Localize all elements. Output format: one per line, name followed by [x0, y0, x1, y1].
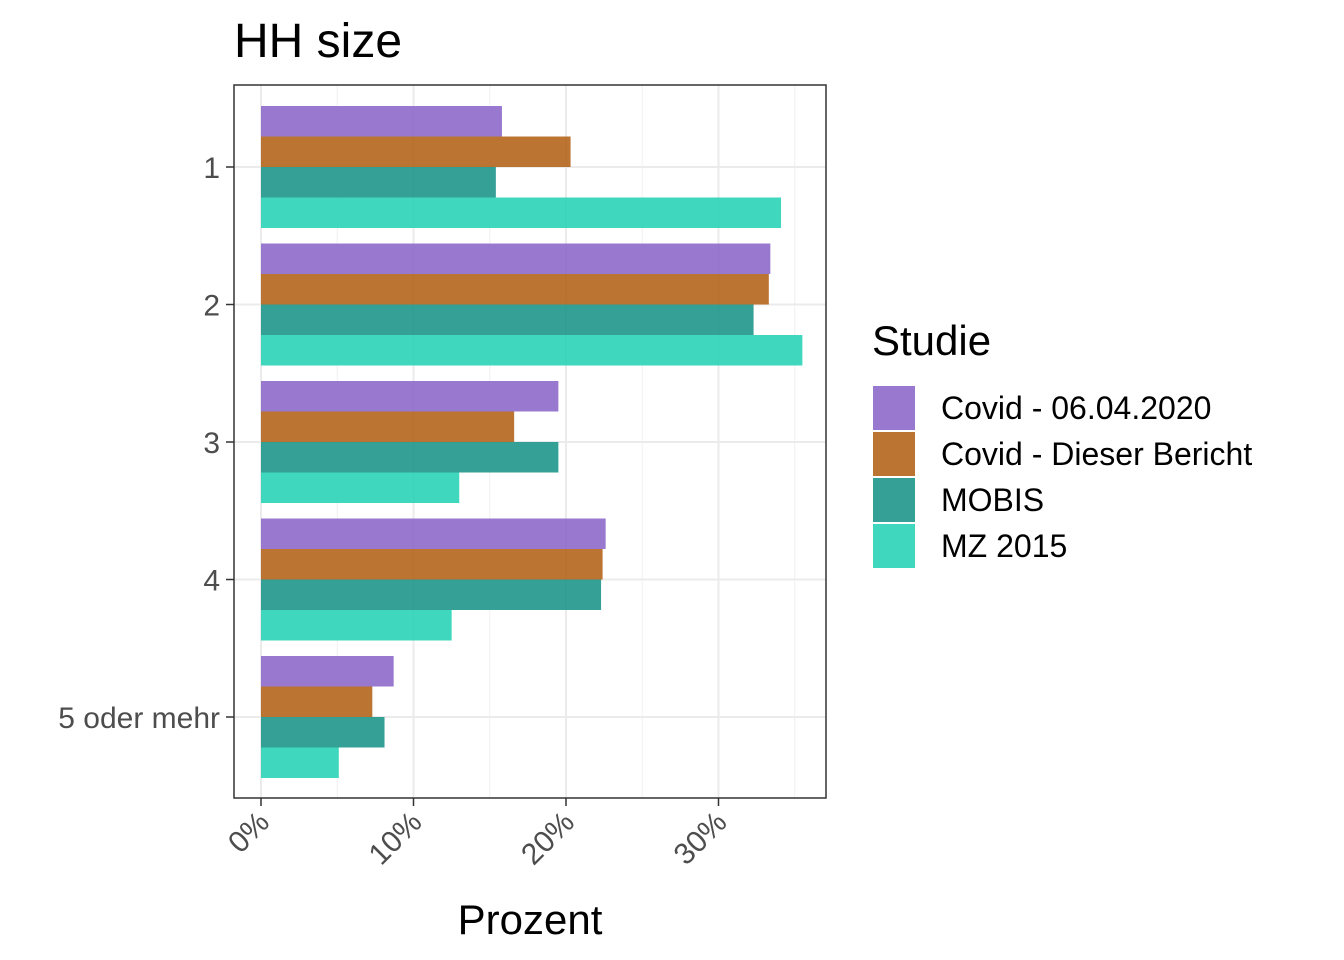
bar — [261, 274, 769, 305]
legend: Studie Covid - 06.04.2020 Covid - Dieser … — [872, 317, 1252, 568]
x-tick-label: 30% — [668, 806, 734, 872]
y-tick-label: 3 — [203, 427, 220, 460]
legend-key — [873, 386, 915, 430]
bar — [261, 747, 339, 778]
bar — [261, 442, 559, 473]
legend-label: MOBIS — [941, 482, 1044, 518]
x-tick-label: 0% — [222, 806, 276, 860]
y-tick-label: 4 — [203, 565, 220, 598]
bars — [261, 106, 803, 778]
bar — [261, 610, 452, 641]
legend-key — [873, 524, 915, 568]
y-tick-label: 1 — [203, 152, 220, 185]
bar — [261, 136, 571, 167]
legend-label: Covid - Dieser Bericht — [941, 436, 1252, 472]
legend-label: MZ 2015 — [941, 528, 1067, 564]
x-axis: 0% 10% 20% 30% — [222, 798, 733, 871]
legend-title: Studie — [872, 317, 991, 364]
bar — [261, 518, 606, 549]
x-tick-label: 10% — [363, 806, 429, 872]
bar — [261, 243, 771, 274]
bar — [261, 472, 460, 503]
bar — [261, 717, 385, 748]
bar — [261, 549, 603, 580]
legend-key — [873, 478, 915, 522]
chart-title: HH size — [234, 15, 402, 68]
bar — [261, 381, 559, 412]
x-axis-title: Prozent — [458, 896, 603, 943]
bar — [261, 335, 803, 366]
y-axis: 1 2 3 4 5 oder mehr — [58, 152, 234, 735]
bar — [261, 106, 502, 137]
legend-label: Covid - 06.04.2020 — [941, 390, 1211, 426]
bar — [261, 656, 394, 687]
legend-key — [873, 432, 915, 476]
bar — [261, 686, 373, 717]
bar — [261, 411, 515, 442]
bar — [261, 579, 602, 610]
y-tick-label: 2 — [203, 290, 220, 323]
bar — [261, 197, 782, 228]
bar — [261, 304, 754, 335]
x-tick-label: 20% — [515, 806, 581, 872]
bar — [261, 167, 496, 198]
y-tick-label: 5 oder mehr — [58, 702, 220, 735]
